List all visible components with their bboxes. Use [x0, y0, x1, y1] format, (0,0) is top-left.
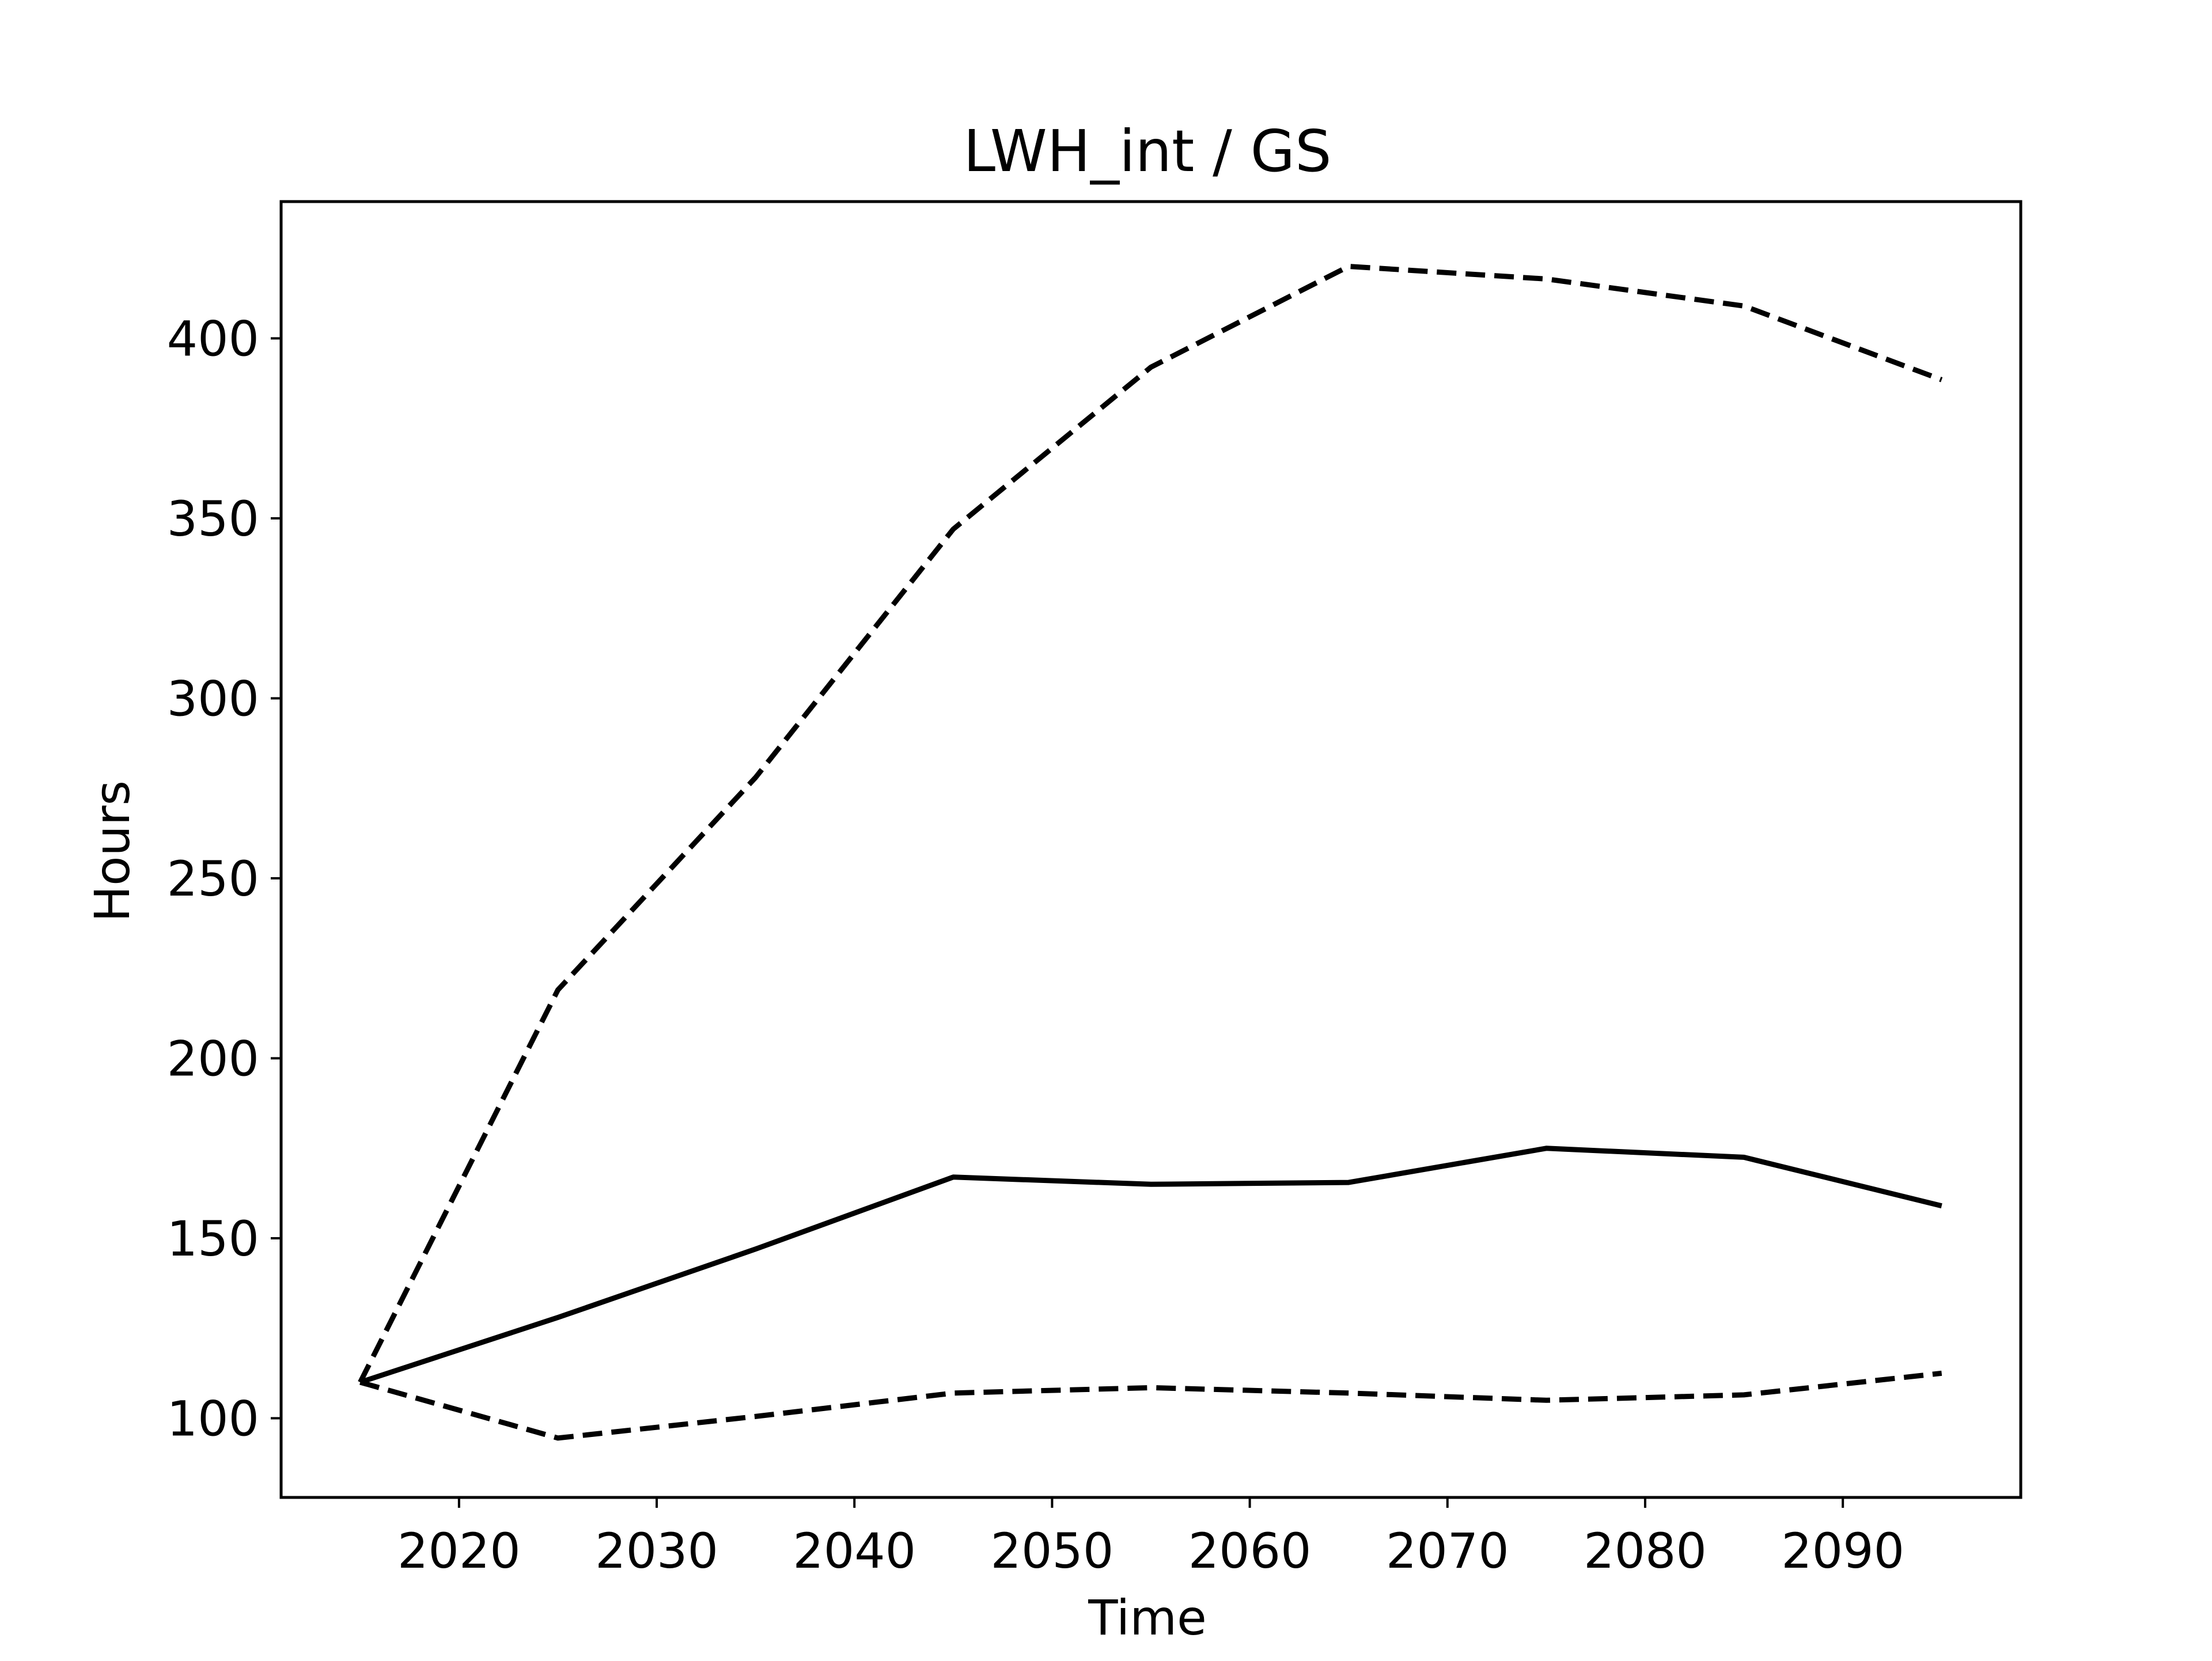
y-tick-label: 150 — [167, 1211, 259, 1267]
plot-frame — [279, 200, 2022, 1499]
y-tick-label: 350 — [167, 491, 259, 547]
series-line-3 — [359, 1370, 1942, 1441]
x-tick-label: 2020 — [397, 1523, 521, 1579]
y-axis: 100 150 200 250 300 350 400 — [167, 311, 281, 1447]
x-tick-label: 2030 — [595, 1523, 718, 1579]
x-tick-label: 2080 — [1584, 1523, 1707, 1579]
y-tick-label: 100 — [167, 1391, 259, 1447]
y-tick-label: 300 — [167, 671, 259, 727]
x-axis: 2020 2030 2040 2050 2060 2070 2080 2090 — [397, 1497, 1904, 1579]
y-tick-label: 200 — [167, 1031, 259, 1087]
plot-area — [279, 200, 2022, 1499]
y-tick-label: 250 — [167, 851, 259, 907]
x-axis-label: Time — [1088, 1590, 1207, 1646]
series-line-2 — [358, 264, 1943, 1384]
series-layer — [358, 264, 1943, 1441]
x-tick-label: 2050 — [991, 1523, 1114, 1579]
chart-title: LWH_int / GS — [963, 117, 1331, 185]
x-tick-label: 2090 — [1781, 1523, 1904, 1579]
x-tick-label: 2070 — [1386, 1523, 1509, 1579]
x-tick-label: 2060 — [1188, 1523, 1312, 1579]
y-axis-label: Hours — [84, 780, 141, 922]
series-line-1 — [359, 1146, 1942, 1385]
y-tick-label: 400 — [167, 311, 259, 367]
x-tick-label: 2040 — [793, 1523, 916, 1579]
